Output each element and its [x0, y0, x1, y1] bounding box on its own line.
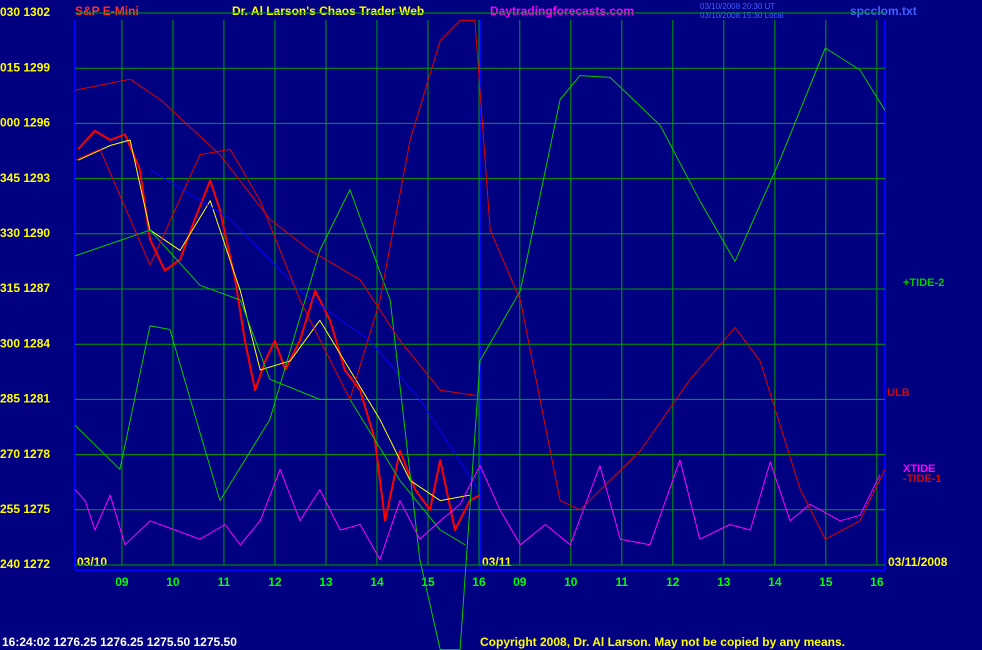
x-tick-label: 14	[370, 575, 384, 589]
site: Daytradingforecasts.com	[490, 4, 634, 18]
time-ut: 03/10/2008 20:30 UT	[700, 2, 775, 11]
y-tick-label: 330 1290	[0, 226, 50, 240]
y-tick-label: 255 1275	[0, 502, 50, 516]
x-tick-label: 11	[615, 575, 628, 589]
x-tick-label: 12	[268, 575, 282, 589]
y-tick-label: 285 1281	[0, 392, 50, 406]
x-tick-label: 13	[319, 575, 333, 589]
y-tick-label: 300 1284	[0, 336, 50, 350]
legend-label: +TIDE-2	[903, 277, 944, 289]
file-name: spcclom.txt	[850, 4, 917, 18]
y-tick-label: 015 1299	[0, 60, 50, 74]
x-tick-label: 09	[513, 575, 527, 589]
date-label: 03/10	[77, 555, 107, 569]
x-tick-label: 16	[472, 575, 486, 589]
chart-title: Dr. Al Larson's Chaos Trader Web	[232, 4, 424, 18]
series-line	[77, 129, 481, 531]
x-tick-label: 14	[768, 575, 782, 589]
x-tick-label: 12	[666, 575, 680, 589]
date-label: 03/11	[482, 555, 512, 569]
x-tick-label: 13	[717, 575, 731, 589]
x-tick-label: 16	[870, 575, 884, 589]
y-tick-label: 345 1293	[0, 171, 50, 185]
series-line	[74, 459, 881, 560]
legend-label: XTIDE	[903, 463, 935, 475]
y-tick-label: 270 1278	[0, 447, 50, 461]
series-line	[149, 168, 479, 490]
x-tick-label: 09	[115, 575, 129, 589]
symbol: S&P E-Mini	[75, 4, 139, 18]
x-tick-label: 15	[421, 575, 435, 589]
x-tick-label: 10	[564, 575, 578, 589]
date-label: 03/11/2008	[888, 555, 948, 569]
x-tick-label: 11	[218, 575, 231, 589]
x-tick-label: 15	[819, 575, 833, 589]
status-line: 16:24:02 1276.25 1276.25 1275.50 1275.50	[2, 635, 237, 649]
time-local: 03/10/2008 15:30 Local	[700, 11, 784, 20]
series-line	[74, 78, 479, 397]
series-line	[74, 229, 466, 546]
x-tick-label: 10	[166, 575, 180, 589]
series-line	[74, 47, 886, 650]
legend-label: -TIDE-1	[903, 473, 942, 485]
series-line	[77, 139, 470, 502]
y-tick-label: 315 1287	[0, 281, 50, 295]
legend-label: ULB	[887, 387, 910, 399]
series-line	[74, 19, 886, 540]
y-tick-label: 030 1302	[0, 5, 50, 19]
copyright: Copyright 2008, Dr. Al Larson. May not b…	[480, 635, 845, 649]
y-tick-label: 000 1296	[0, 116, 50, 130]
y-tick-label: 240 1272	[0, 557, 50, 571]
